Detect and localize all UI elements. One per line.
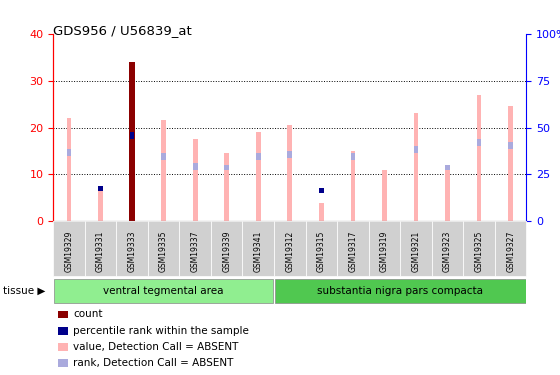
Text: percentile rank within the sample: percentile rank within the sample	[73, 326, 249, 336]
Text: substantia nigra pars compacta: substantia nigra pars compacta	[317, 286, 483, 296]
Bar	[225, 165, 229, 170]
Bar	[225, 153, 229, 221]
Bar	[319, 202, 324, 221]
Bar	[445, 165, 450, 221]
Text: rank, Detection Call = ABSENT: rank, Detection Call = ABSENT	[73, 358, 234, 368]
Bar	[67, 148, 71, 156]
Text: GSM19337: GSM19337	[190, 230, 200, 272]
Bar	[193, 163, 198, 170]
Bar	[351, 151, 355, 221]
Text: GSM19321: GSM19321	[412, 231, 421, 272]
Bar	[382, 170, 387, 221]
Bar	[414, 146, 418, 153]
Bar	[58, 359, 68, 367]
Text: ventral tegmental area: ventral tegmental area	[104, 286, 224, 296]
Bar	[130, 132, 134, 139]
Text: GSM19315: GSM19315	[317, 231, 326, 272]
Text: GSM19329: GSM19329	[64, 231, 73, 272]
FancyBboxPatch shape	[274, 279, 526, 303]
Bar	[161, 120, 166, 221]
Bar	[161, 153, 166, 160]
Bar	[98, 186, 103, 221]
Bar	[67, 118, 71, 221]
Bar	[256, 132, 260, 221]
Bar	[477, 139, 482, 146]
Text: GSM19339: GSM19339	[222, 230, 231, 272]
Text: GSM19331: GSM19331	[96, 231, 105, 272]
Text: GSM19312: GSM19312	[285, 231, 295, 272]
Text: GSM19341: GSM19341	[254, 231, 263, 272]
Bar	[98, 186, 103, 191]
Text: GSM19323: GSM19323	[443, 231, 452, 272]
Text: GSM19333: GSM19333	[128, 230, 137, 272]
Bar	[508, 106, 513, 221]
Bar	[508, 142, 513, 148]
Bar	[319, 188, 324, 193]
Text: GSM19317: GSM19317	[348, 231, 357, 272]
Text: tissue ▶: tissue ▶	[3, 286, 45, 296]
Bar	[287, 125, 292, 221]
Text: GSM19325: GSM19325	[474, 231, 484, 272]
Bar	[58, 327, 68, 334]
Text: count: count	[73, 309, 102, 320]
Bar	[414, 113, 418, 221]
Bar	[256, 153, 260, 160]
Bar	[193, 139, 198, 221]
Text: GSM19335: GSM19335	[159, 230, 168, 272]
Bar	[129, 62, 135, 221]
Text: value, Detection Call = ABSENT: value, Detection Call = ABSENT	[73, 342, 239, 352]
Bar	[287, 151, 292, 158]
Text: GSM19327: GSM19327	[506, 231, 515, 272]
Bar	[351, 153, 355, 160]
Bar	[58, 310, 68, 318]
Bar	[58, 343, 68, 351]
Text: GDS956 / U56839_at: GDS956 / U56839_at	[53, 24, 192, 38]
FancyBboxPatch shape	[54, 279, 273, 303]
Text: GSM19319: GSM19319	[380, 231, 389, 272]
Bar	[445, 165, 450, 170]
Bar	[477, 95, 482, 221]
